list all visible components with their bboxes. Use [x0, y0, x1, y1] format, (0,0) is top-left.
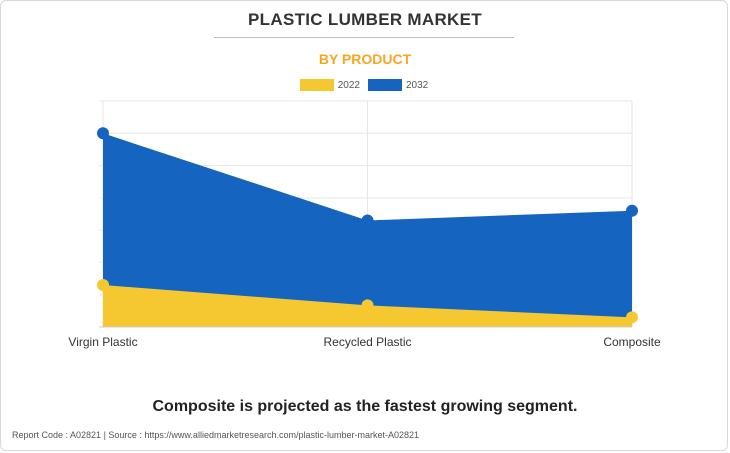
legend-label-2022: 2022: [337, 79, 360, 91]
chart-subtitle: BY PRODUCT: [318, 51, 412, 67]
data-point-2032: [361, 214, 374, 227]
chart-title: PLASTIC LUMBER MARKET: [248, 10, 482, 29]
x-tick-label: Virgin Plastic: [68, 335, 137, 349]
data-point-2032: [97, 127, 109, 140]
data-point-2022: [361, 299, 374, 312]
series-area-2032: [103, 133, 632, 327]
x-tick-label: Composite: [603, 335, 661, 349]
insight-text: Composite is projected as the fastest gr…: [152, 398, 578, 415]
x-tick-label: Recycled Plastic: [323, 335, 411, 349]
data-point-2032: [626, 204, 638, 217]
report-footer: Report Code : A02821 | Source : https://…: [12, 430, 420, 440]
data-point-2022: [97, 279, 109, 292]
legend-label-2032: 2032: [406, 79, 429, 91]
legend-item-2022[interactable]: 2022: [299, 79, 362, 91]
legend-swatch-2022: [299, 79, 334, 91]
legend-swatch-2032: [368, 79, 402, 91]
data-point-2022: [626, 311, 638, 324]
chart-legend: 2022 2032: [0, 79, 730, 91]
legend-item-2032[interactable]: 2032: [368, 79, 430, 91]
title-divider: [214, 37, 514, 38]
